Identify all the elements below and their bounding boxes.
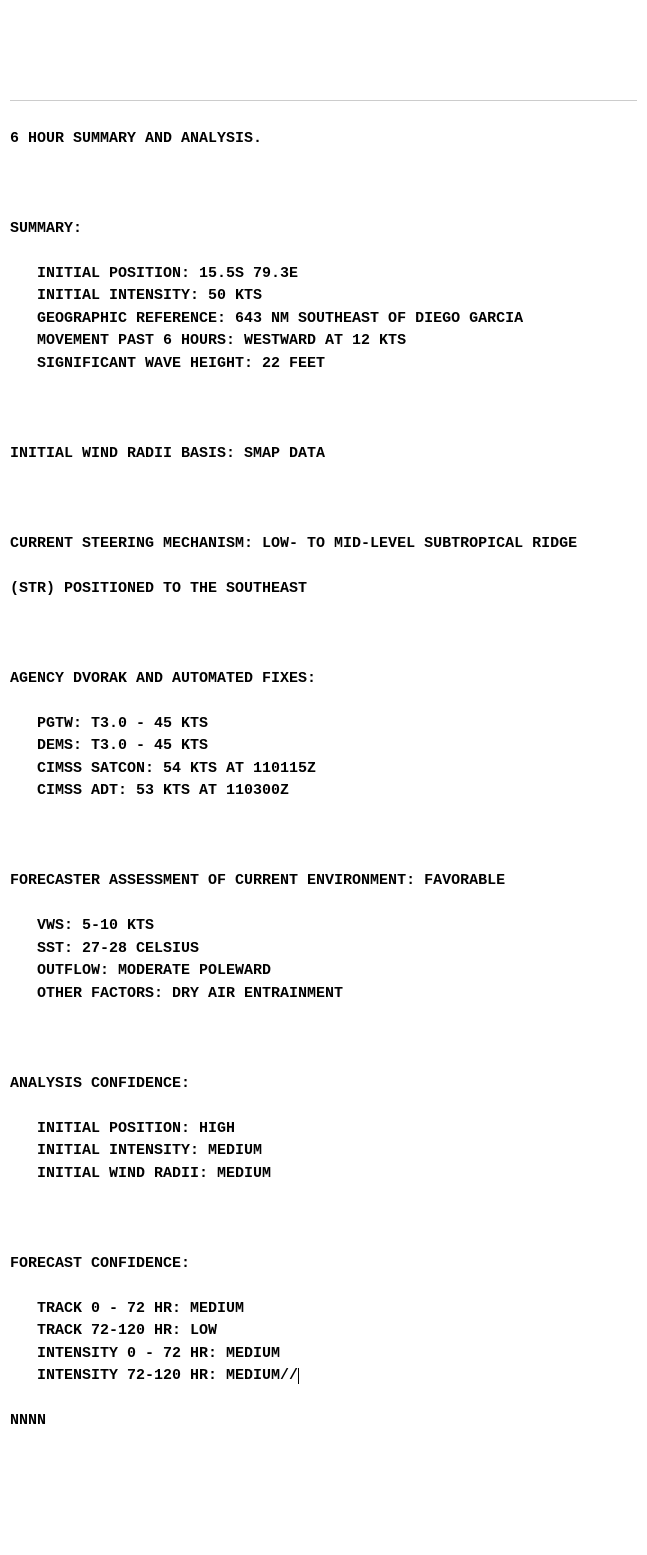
blank-line <box>10 173 637 196</box>
list-item: SST: 27-28 CELSIUS <box>10 938 637 961</box>
wind-radii-basis: INITIAL WIND RADII BASIS: SMAP DATA <box>10 443 637 466</box>
list-item: VWS: 5-10 KTS <box>10 915 637 938</box>
forecast-confidence-items: TRACK 0 - 72 HR: MEDIUM TRACK 72-120 HR:… <box>10 1298 637 1388</box>
list-item: CIMSS SATCON: 54 KTS AT 110115Z <box>10 758 637 781</box>
list-item: INTENSITY 72-120 HR: MEDIUM// <box>10 1365 637 1388</box>
summary-heading: SUMMARY: <box>10 218 637 241</box>
list-item: INTENSITY 0 - 72 HR: MEDIUM <box>10 1343 637 1366</box>
list-item: PGTW: T3.0 - 45 KTS <box>10 713 637 736</box>
forecast-confidence-heading: FORECAST CONFIDENCE: <box>10 1253 637 1276</box>
list-item: GEOGRAPHIC REFERENCE: 643 NM SOUTHEAST O… <box>10 308 637 331</box>
text-cursor <box>298 1368 299 1384</box>
blank-line <box>10 825 637 848</box>
blank-line <box>10 488 637 511</box>
list-item: DEMS: T3.0 - 45 KTS <box>10 735 637 758</box>
list-item: MOVEMENT PAST 6 HOURS: WESTWARD AT 12 KT… <box>10 330 637 353</box>
separator-rule <box>10 100 637 101</box>
list-item: INITIAL POSITION: 15.5S 79.3E <box>10 263 637 286</box>
list-item: CIMSS ADT: 53 KTS AT 110300Z <box>10 780 637 803</box>
list-item: TRACK 0 - 72 HR: MEDIUM <box>10 1298 637 1321</box>
steering-line-1: CURRENT STEERING MECHANISM: LOW- TO MID-… <box>10 533 637 556</box>
blank-line <box>10 623 637 646</box>
list-item: INITIAL INTENSITY: MEDIUM <box>10 1140 637 1163</box>
list-item: SIGNIFICANT WAVE HEIGHT: 22 FEET <box>10 353 637 376</box>
list-item: TRACK 72-120 HR: LOW <box>10 1320 637 1343</box>
blank-line <box>10 1028 637 1051</box>
environment-items: VWS: 5-10 KTS SST: 27-28 CELSIUS OUTFLOW… <box>10 915 637 1005</box>
dvorak-heading: AGENCY DVORAK AND AUTOMATED FIXES: <box>10 668 637 691</box>
steering-line-2: (STR) POSITIONED TO THE SOUTHEAST <box>10 578 637 601</box>
list-item: OTHER FACTORS: DRY AIR ENTRAINMENT <box>10 983 637 1006</box>
blank-line <box>10 1208 637 1231</box>
summary-items: INITIAL POSITION: 15.5S 79.3E INITIAL IN… <box>10 263 637 376</box>
environment-heading: FORECASTER ASSESSMENT OF CURRENT ENVIRON… <box>10 870 637 893</box>
list-item: INITIAL POSITION: HIGH <box>10 1118 637 1141</box>
list-item: INITIAL INTENSITY: 50 KTS <box>10 285 637 308</box>
report-title: 6 HOUR SUMMARY AND ANALYSIS. <box>10 128 637 151</box>
terminator: NNNN <box>10 1410 637 1433</box>
analysis-confidence-heading: ANALYSIS CONFIDENCE: <box>10 1073 637 1096</box>
list-item: INITIAL WIND RADII: MEDIUM <box>10 1163 637 1186</box>
dvorak-items: PGTW: T3.0 - 45 KTS DEMS: T3.0 - 45 KTS … <box>10 713 637 803</box>
analysis-confidence-items: INITIAL POSITION: HIGH INITIAL INTENSITY… <box>10 1118 637 1186</box>
list-item: OUTFLOW: MODERATE POLEWARD <box>10 960 637 983</box>
blank-line <box>10 398 637 421</box>
